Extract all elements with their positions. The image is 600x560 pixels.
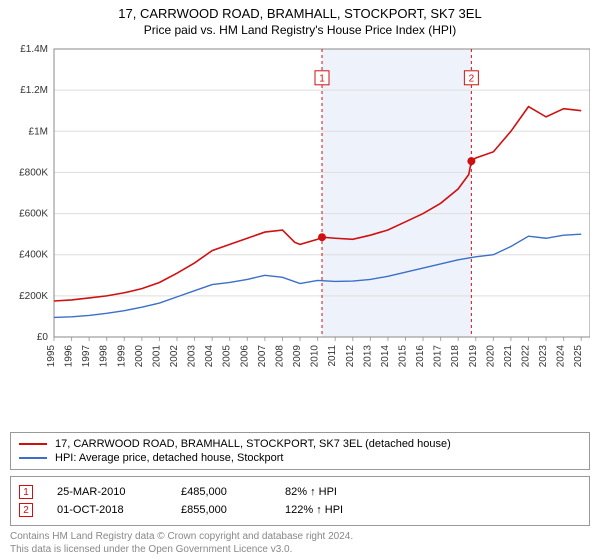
svg-text:£600K: £600K — [19, 209, 48, 220]
svg-text:2019: 2019 — [468, 345, 479, 368]
svg-text:2020: 2020 — [485, 345, 496, 368]
legend-item: 17, CARRWOOD ROAD, BRAMHALL, STOCKPORT, … — [19, 437, 581, 451]
svg-text:2009: 2009 — [292, 345, 303, 368]
svg-text:£1M: £1M — [29, 126, 48, 137]
event-marker-icon: 2 — [19, 503, 33, 517]
event-delta: 122% ↑ HPI — [285, 504, 343, 516]
svg-text:2010: 2010 — [310, 345, 321, 368]
chart-svg: £0 £200K £400K £600K £800K £1M £1.2M £1.4M 1995 1… — [10, 43, 590, 377]
legend-swatch — [19, 443, 47, 445]
svg-text:2: 2 — [469, 73, 475, 84]
svg-text:2004: 2004 — [204, 345, 215, 368]
chart-title: 17, CARRWOOD ROAD, BRAMHALL, STOCKPORT, … — [10, 6, 590, 21]
legend-label: HPI: Average price, detached house, Stoc… — [55, 452, 284, 464]
svg-text:1: 1 — [319, 73, 325, 84]
svg-text:2005: 2005 — [222, 345, 233, 368]
event-price: £855,000 — [181, 504, 261, 516]
svg-text:2018: 2018 — [450, 345, 461, 368]
events-box: 1 25-MAR-2010 £485,000 82% ↑ HPI 2 01-OC… — [10, 476, 590, 526]
event-date: 25-MAR-2010 — [57, 486, 157, 498]
legend-swatch — [19, 457, 47, 459]
svg-text:2003: 2003 — [187, 345, 198, 368]
event-delta: 82% ↑ HPI — [285, 486, 337, 498]
event-row: 2 01-OCT-2018 £855,000 122% ↑ HPI — [19, 501, 581, 519]
chart-container: 17, CARRWOOD ROAD, BRAMHALL, STOCKPORT, … — [0, 0, 600, 560]
footer-line: This data is licensed under the Open Gov… — [10, 543, 590, 556]
svg-text:2023: 2023 — [538, 345, 549, 368]
svg-text:2016: 2016 — [415, 345, 426, 368]
svg-text:1995: 1995 — [46, 345, 57, 368]
legend-box: 17, CARRWOOD ROAD, BRAMHALL, STOCKPORT, … — [10, 432, 590, 470]
event-date: 01-OCT-2018 — [57, 504, 157, 516]
svg-text:£200K: £200K — [19, 291, 48, 302]
event-row: 1 25-MAR-2010 £485,000 82% ↑ HPI — [19, 483, 581, 501]
svg-text:1998: 1998 — [99, 345, 110, 368]
svg-text:2013: 2013 — [362, 345, 373, 368]
svg-text:£1.4M: £1.4M — [20, 44, 48, 55]
svg-text:1997: 1997 — [81, 345, 92, 368]
svg-text:2022: 2022 — [520, 345, 531, 368]
svg-text:2012: 2012 — [345, 345, 356, 368]
svg-text:2017: 2017 — [433, 345, 444, 368]
svg-text:2000: 2000 — [134, 345, 145, 368]
svg-text:2025: 2025 — [573, 345, 584, 368]
svg-text:2024: 2024 — [556, 345, 567, 368]
footer-line: Contains HM Land Registry data © Crown c… — [10, 530, 590, 543]
title-block: 17, CARRWOOD ROAD, BRAMHALL, STOCKPORT, … — [10, 6, 590, 37]
svg-text:£0: £0 — [37, 332, 49, 343]
chart-area: £0 £200K £400K £600K £800K £1M £1.2M £1.4M 1995 1… — [10, 43, 590, 426]
svg-text:2008: 2008 — [274, 345, 285, 368]
svg-text:£800K: £800K — [19, 167, 48, 178]
footer-attribution: Contains HM Land Registry data © Crown c… — [10, 530, 590, 556]
svg-text:£400K: £400K — [19, 250, 48, 261]
chart-subtitle: Price paid vs. HM Land Registry's House … — [10, 23, 590, 37]
svg-text:2015: 2015 — [397, 345, 408, 368]
event-marker-icon: 1 — [19, 485, 33, 499]
svg-text:1996: 1996 — [64, 345, 75, 368]
event-price: £485,000 — [181, 486, 261, 498]
svg-text:2011: 2011 — [327, 345, 338, 367]
svg-text:2021: 2021 — [503, 345, 514, 368]
svg-text:2006: 2006 — [239, 345, 250, 368]
svg-text:2014: 2014 — [380, 345, 391, 368]
svg-text:£1.2M: £1.2M — [20, 85, 48, 96]
svg-text:1999: 1999 — [116, 345, 127, 368]
svg-text:2001: 2001 — [151, 345, 162, 368]
svg-text:2007: 2007 — [257, 345, 268, 368]
svg-text:2002: 2002 — [169, 345, 180, 368]
legend-label: 17, CARRWOOD ROAD, BRAMHALL, STOCKPORT, … — [55, 438, 451, 450]
legend-item: HPI: Average price, detached house, Stoc… — [19, 451, 581, 465]
